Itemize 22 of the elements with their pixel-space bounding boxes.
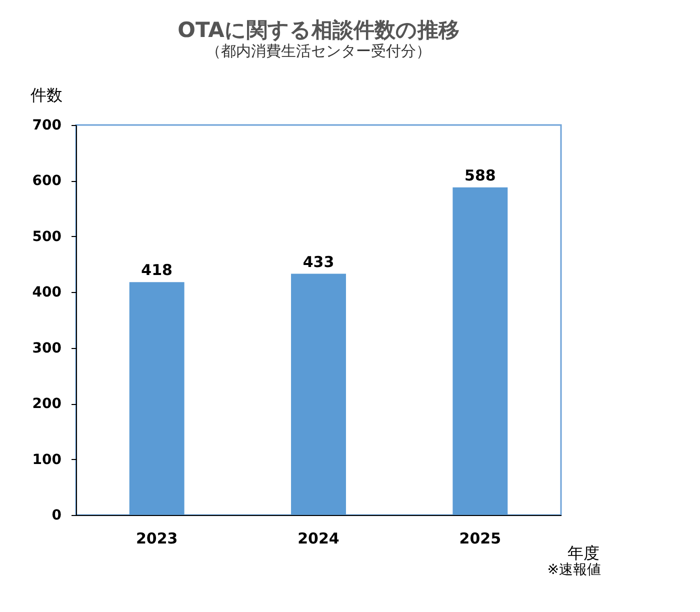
bar xyxy=(452,187,508,515)
bar xyxy=(291,274,346,515)
bar xyxy=(129,282,184,515)
chart-title: OTAに関する相談件数の推移 xyxy=(178,18,460,42)
data-label: 588 xyxy=(464,166,496,184)
y-tick-label: 600 xyxy=(32,173,62,190)
y-tick-label: 500 xyxy=(32,228,62,245)
text: ※速報値 xyxy=(547,562,601,578)
y-tick-label: 300 xyxy=(32,340,62,356)
x-axis-title: 年度 xyxy=(568,544,600,562)
y-tick-label: 400 xyxy=(32,284,62,301)
x-tick-label: 2023 xyxy=(136,530,178,548)
x-tick-label: 2024 xyxy=(298,530,340,548)
y-axis-title: 件数 xyxy=(30,86,62,104)
y-tick-label: 100 xyxy=(32,452,62,468)
x-tick-label: 2025 xyxy=(459,530,502,548)
data-label: 433 xyxy=(302,252,334,271)
y-tick-label: 700 xyxy=(32,118,62,134)
data-label: 418 xyxy=(141,261,172,280)
chart-subtitle: （都内消費生活センター受付分） xyxy=(206,42,431,60)
y-tick-label: 0 xyxy=(52,508,62,524)
y-tick-label: 200 xyxy=(32,396,62,412)
